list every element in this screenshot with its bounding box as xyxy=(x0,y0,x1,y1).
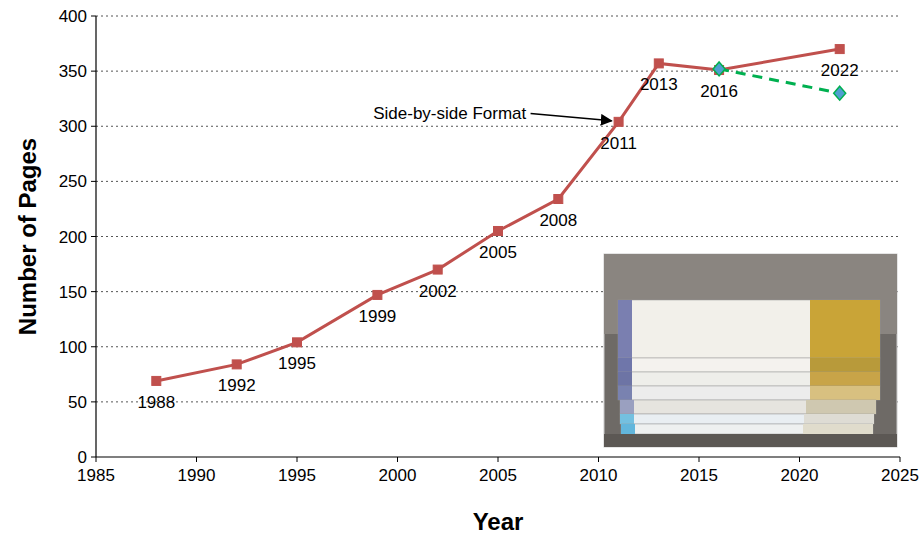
point-label: 2022 xyxy=(821,61,859,80)
point-label: 2005 xyxy=(479,243,517,262)
point xyxy=(713,62,725,76)
grid-line xyxy=(96,236,900,237)
inset-photo xyxy=(604,254,897,447)
book-spine xyxy=(618,358,632,372)
point xyxy=(152,376,161,385)
point-label: 1988 xyxy=(137,393,175,412)
point-label: 2016 xyxy=(700,82,738,101)
book-spine xyxy=(620,400,634,414)
book-spine xyxy=(621,424,635,434)
photo-table xyxy=(604,434,897,447)
grid-line xyxy=(96,16,900,17)
callout-label: Side-by-side Format xyxy=(373,104,526,123)
y-tick-label: 250 xyxy=(59,172,87,191)
book-spine xyxy=(618,300,632,358)
y-tick xyxy=(91,291,96,292)
point xyxy=(373,290,382,299)
plot-area xyxy=(152,45,846,386)
book-spine xyxy=(618,386,632,400)
y-tick xyxy=(91,457,96,458)
point-label: 1999 xyxy=(358,307,396,326)
y-tick-label: 50 xyxy=(68,393,87,412)
y-tick xyxy=(91,16,96,17)
grid-line xyxy=(96,71,900,72)
point xyxy=(614,117,623,126)
grid-line xyxy=(96,181,900,182)
point xyxy=(433,265,442,274)
x-axis-title: Year xyxy=(473,508,524,535)
y-tick-label: 100 xyxy=(59,338,87,357)
book-band xyxy=(806,400,876,414)
book-band xyxy=(810,358,880,372)
book-band xyxy=(810,300,880,358)
y-axis-title: Number of Pages xyxy=(14,138,41,335)
x-tick-label: 2000 xyxy=(379,466,417,485)
book xyxy=(618,372,880,386)
x-tick xyxy=(498,457,499,462)
point-label: 1995 xyxy=(278,354,316,373)
x-tick-label: 1985 xyxy=(77,466,115,485)
point-label: 2002 xyxy=(419,282,457,301)
y-tick-label: 200 xyxy=(59,228,87,247)
x-tick xyxy=(96,457,97,462)
book xyxy=(618,386,880,400)
x-tick-label: 1995 xyxy=(278,466,316,485)
chart: 0 50 100 150 200 250 300 350 400 1985 1990 1995 2000… xyxy=(0,0,920,544)
x-tick-label: 2025 xyxy=(881,466,919,485)
x-tick xyxy=(598,457,599,462)
callout-arrow xyxy=(531,114,612,121)
point-label: 2008 xyxy=(539,211,577,230)
book xyxy=(618,358,880,372)
y-tick-label: 0 xyxy=(78,448,87,467)
y-tick xyxy=(91,236,96,237)
y-tick xyxy=(91,401,96,402)
x-tick xyxy=(196,457,197,462)
point xyxy=(835,45,844,54)
y-tick-label: 400 xyxy=(59,7,87,26)
x-tick-label: 1990 xyxy=(178,466,216,485)
x-tick xyxy=(900,457,901,462)
point-label: 2013 xyxy=(640,75,678,94)
x-tick-label: 2020 xyxy=(781,466,819,485)
x-tick xyxy=(699,457,700,462)
point xyxy=(834,86,846,100)
book-spine xyxy=(620,414,634,424)
x-tick-label: 2015 xyxy=(680,466,718,485)
x-tick xyxy=(799,457,800,462)
book xyxy=(620,414,874,424)
x-tick-label: 2010 xyxy=(580,466,618,485)
x-axis xyxy=(96,456,900,457)
point xyxy=(494,226,503,235)
y-tick xyxy=(91,126,96,127)
book-spine xyxy=(618,372,632,386)
x-tick xyxy=(397,457,398,462)
point xyxy=(293,338,302,347)
y-tick xyxy=(91,71,96,72)
point-label: 1992 xyxy=(218,376,256,395)
y-tick-label: 350 xyxy=(59,62,87,81)
x-tick xyxy=(297,457,298,462)
y-tick xyxy=(91,181,96,182)
book-band xyxy=(803,424,873,434)
book-band xyxy=(804,414,874,424)
x-tick-label: 2005 xyxy=(479,466,517,485)
point xyxy=(554,195,563,204)
book xyxy=(620,400,876,414)
point-label: 2011 xyxy=(600,134,637,153)
point xyxy=(654,59,663,68)
y-tick-label: 150 xyxy=(59,283,87,302)
y-tick xyxy=(91,346,96,347)
book-band xyxy=(810,386,880,400)
photo-background xyxy=(604,254,897,447)
y-axis xyxy=(95,16,96,457)
book xyxy=(618,300,880,358)
point xyxy=(232,360,241,369)
y-tick-label: 300 xyxy=(59,117,87,136)
grid-line xyxy=(96,126,900,127)
book xyxy=(621,424,873,434)
series-line xyxy=(156,49,839,381)
book-band xyxy=(810,372,880,386)
